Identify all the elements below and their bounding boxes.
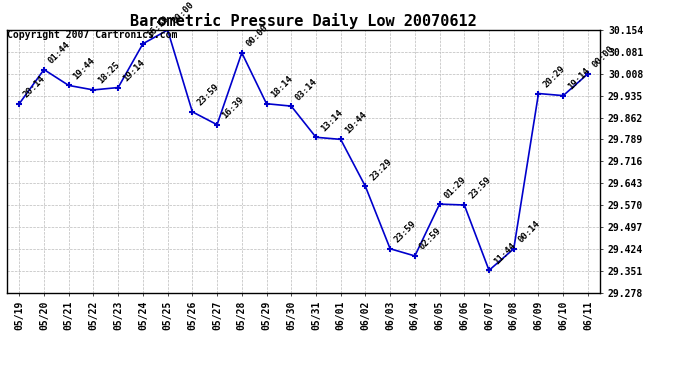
Text: 19:44: 19:44 bbox=[72, 56, 97, 81]
Text: 23:59: 23:59 bbox=[393, 219, 418, 245]
Text: 20:14: 20:14 bbox=[22, 74, 48, 99]
Text: 19:14: 19:14 bbox=[121, 58, 146, 83]
Text: Copyright 2007 Cartronics.com: Copyright 2007 Cartronics.com bbox=[7, 30, 177, 40]
Text: 23:59: 23:59 bbox=[195, 82, 221, 108]
Text: 20:29: 20:29 bbox=[541, 64, 566, 89]
Text: 18:25: 18:25 bbox=[96, 60, 121, 86]
Title: Barometric Pressure Daily Low 20070612: Barometric Pressure Daily Low 20070612 bbox=[130, 13, 477, 29]
Text: 23:59: 23:59 bbox=[467, 176, 493, 201]
Text: 00:00: 00:00 bbox=[591, 44, 616, 70]
Text: 11:44: 11:44 bbox=[492, 241, 518, 266]
Text: 23:29: 23:29 bbox=[368, 157, 393, 182]
Text: 00:14: 00:14 bbox=[517, 219, 542, 245]
Text: 19:14: 19:14 bbox=[566, 66, 591, 92]
Text: 02:59: 02:59 bbox=[417, 226, 443, 252]
Text: 00:00: 00:00 bbox=[244, 23, 270, 49]
Text: 19:44: 19:44 bbox=[344, 110, 369, 135]
Text: 01:44: 01:44 bbox=[47, 40, 72, 65]
Text: 00:00: 00:00 bbox=[170, 0, 196, 26]
Text: 16:39: 16:39 bbox=[220, 95, 245, 120]
Text: 01:29: 01:29 bbox=[442, 175, 468, 200]
Text: 03:14: 03:14 bbox=[294, 76, 319, 102]
Text: 16:59: 16:59 bbox=[146, 14, 171, 40]
Text: 18:14: 18:14 bbox=[269, 74, 295, 99]
Text: 13:14: 13:14 bbox=[319, 108, 344, 133]
